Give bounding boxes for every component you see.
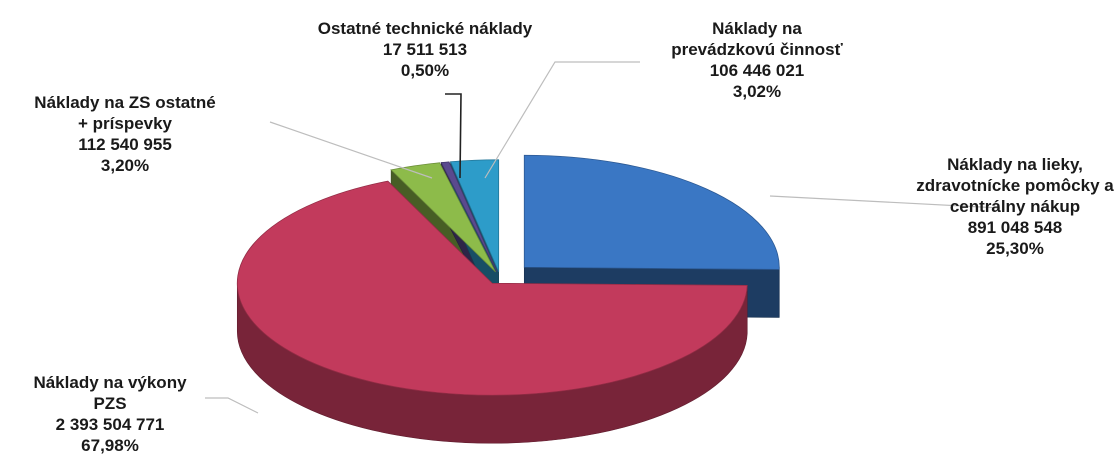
slice-name-2-line-1: + príspevky [78,114,173,133]
slice-percent-4: 3,02% [733,82,781,101]
slice-percent-3: 0,50% [401,61,449,80]
slice-label-1: Náklady na výkony PZS 2 393 504 771 67,98% [33,373,187,455]
leader-line-3 [445,93,462,179]
pie-slice-2 [390,162,496,273]
slice-label-2: Náklady na ZS ostatné + príspevky 112 540 … [34,93,215,175]
slice-name-2-line-0: Náklady na ZS ostatné [34,93,215,112]
slice-name-3-line-0: Ostatné technické náklady [318,19,533,38]
slice-percent-1: 67,98% [81,436,139,455]
slice-percent-0: 25,30% [986,239,1044,258]
slice-name-1-line-1: PZS [93,394,126,413]
pie-slice-4 [449,159,500,272]
slice-value-4: 106 446 021 [710,61,805,80]
slice-name-4-line-0: Náklady na [712,19,802,38]
slice-percent-2: 3,20% [101,156,149,175]
slice-label-0: Náklady na lieky, zdravotnícke pomôcky a c… [916,155,1114,258]
slice-value-3: 17 511 513 [383,40,467,59]
slice-name-0-line-1: zdravotnícke pomôcky a [916,176,1114,195]
leader-line-0 [769,195,1001,209]
leader-line-1 [205,397,259,414]
leader-line-2 [269,121,433,179]
slice-name-0-line-0: Náklady na lieky, [947,155,1083,174]
pie-slice-1 [236,180,748,396]
pie-slice-3 [440,161,498,273]
slice-value-2: 112 540 955 [78,135,172,154]
slice-value-0: 891 048 548 [968,218,1063,237]
leader-line-4 [484,61,640,179]
slice-value-1: 2 393 504 771 [56,415,165,434]
slice-label-4: Náklady na prevádzkovú činnosť 106 446 021… [671,19,843,101]
slice-name-0-line-2: centrálny nákup [950,197,1080,216]
slice-name-4-line-1: prevádzkovú činnosť [671,40,843,59]
slice-label-3: Ostatné technické náklady 17 511 513 0,50% [318,19,533,80]
pie-slice-0 [523,154,780,270]
slice-name-1-line-0: Náklady na výkony [33,373,187,392]
